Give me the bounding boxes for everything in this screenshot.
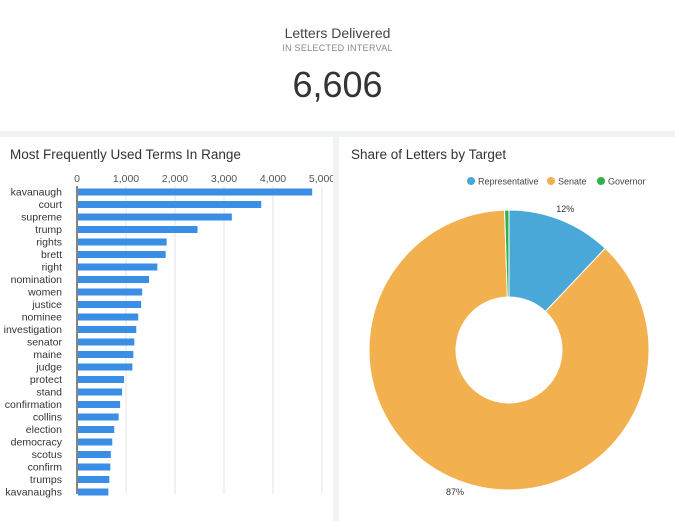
target-panel-title: Share of Letters by Target	[351, 147, 507, 162]
bar	[78, 351, 134, 358]
category-label: trumps	[30, 474, 62, 486]
kpi-subtitle: IN SELECTED INTERVAL	[282, 43, 393, 53]
slice-senate	[368, 209, 650, 491]
legend-swatch	[597, 177, 605, 185]
legend-swatch	[467, 177, 475, 185]
category-label: confirmation	[5, 399, 62, 411]
x-tick-label: 3,000	[211, 173, 237, 185]
legend-label: Representative	[478, 177, 539, 187]
category-label: supreme	[21, 212, 62, 224]
legend-swatch	[547, 177, 555, 185]
bar	[78, 488, 109, 496]
bar	[78, 263, 158, 271]
category-label: maine	[33, 349, 62, 361]
kpi-title: Letters Delivered	[284, 25, 391, 41]
x-tick-label: 1,000	[113, 173, 139, 185]
bar	[78, 313, 139, 321]
x-tick-label: 2,000	[162, 173, 188, 185]
legend-label: Governor	[608, 177, 646, 187]
slice-label: 87%	[446, 487, 464, 497]
slice-label: 12%	[556, 204, 574, 214]
bar	[78, 476, 110, 483]
category-label: nomination	[11, 274, 63, 286]
bar	[78, 451, 111, 458]
x-tick-label: 4,000	[260, 173, 286, 185]
category-label: democracy	[11, 437, 63, 449]
bar	[78, 288, 143, 296]
category-label: protect	[30, 374, 62, 386]
bar	[78, 213, 232, 221]
category-label: stand	[36, 387, 62, 399]
category-label: right	[42, 262, 63, 274]
terms-bar-chart: 0 1,000 2,000 3,000 4,000 5,000 kavanaughcourt…	[4, 173, 333, 499]
bar	[78, 401, 121, 408]
bar	[78, 226, 198, 233]
category-label: justice	[31, 299, 62, 311]
legend-item: Governor	[597, 177, 646, 187]
x-tick-label: 0	[74, 173, 80, 185]
bar	[78, 438, 113, 446]
bar	[78, 326, 137, 333]
bar	[78, 301, 142, 308]
bar	[78, 413, 119, 421]
legend-item: Senate	[547, 177, 587, 187]
category-label: investigation	[4, 324, 63, 336]
bar	[78, 463, 111, 471]
category-label: brett	[41, 249, 62, 261]
terms-panel-title: Most Frequently Used Terms In Range	[10, 147, 241, 162]
legend-label: Senate	[558, 177, 587, 187]
category-label: scotus	[32, 449, 62, 461]
bar	[78, 376, 125, 383]
bar	[78, 338, 135, 346]
category-label: women	[27, 287, 62, 299]
bar	[78, 388, 123, 396]
category-label: confirm	[28, 462, 63, 474]
category-label: judge	[35, 362, 62, 374]
bar	[78, 363, 133, 371]
category-label: collins	[33, 412, 62, 424]
letters-delivered-card: Letters Delivered IN SELECTED INTERVAL 6…	[0, 0, 675, 130]
category-label: rights	[36, 237, 62, 249]
category-label: court	[39, 199, 62, 211]
category-label: kavanaugh	[11, 187, 63, 199]
x-tick-label: 5,000	[309, 173, 333, 185]
bar	[78, 238, 167, 246]
category-label: kavanaughs	[5, 487, 62, 499]
legend-item: Representative	[467, 177, 539, 187]
bar	[78, 188, 313, 196]
panel-divider-vertical	[333, 131, 339, 521]
category-label: election	[26, 424, 62, 436]
bar	[78, 276, 150, 283]
category-label: trump	[35, 224, 62, 236]
bar	[78, 426, 115, 433]
category-label: nominee	[22, 312, 62, 324]
slice-governor	[504, 209, 510, 298]
target-donut-chart: Representative Senate Governor 12% 87%	[368, 177, 650, 497]
kpi-value: 6,606	[292, 64, 383, 105]
bar	[78, 201, 262, 208]
category-label: senator	[27, 337, 63, 349]
bar	[78, 251, 166, 258]
